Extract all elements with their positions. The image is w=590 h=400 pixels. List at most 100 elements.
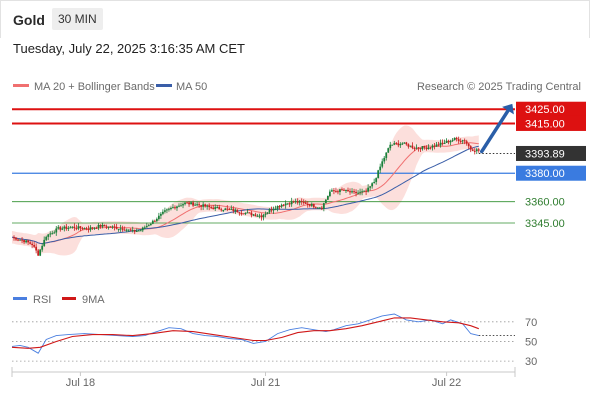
candle-body — [365, 190, 368, 192]
legend-bollinger-label: MA 20 + Bollinger Bands — [34, 81, 155, 93]
candle-body — [25, 240, 27, 243]
candle-body — [49, 233, 52, 235]
candle-body — [57, 227, 60, 229]
candle-body — [347, 189, 349, 192]
candle-body — [149, 223, 152, 226]
candle-body — [67, 227, 70, 229]
candle-body — [83, 228, 86, 230]
candle-body — [266, 212, 269, 214]
candle-body — [278, 206, 281, 208]
candle-body — [166, 209, 168, 211]
candle-body — [39, 249, 42, 256]
credit-label: Research © 2025 Trading Central — [417, 81, 581, 93]
candle-body — [471, 149, 474, 151]
candle-body — [202, 204, 205, 207]
candle-body — [310, 204, 313, 206]
candle-body — [411, 145, 414, 148]
candle-body — [131, 230, 134, 232]
candle-body — [216, 207, 219, 209]
candle-body — [119, 228, 122, 230]
candle-body — [232, 208, 235, 212]
candle-body — [246, 212, 249, 214]
candle-body — [369, 186, 372, 188]
candle-body — [312, 204, 315, 208]
candle-body — [174, 207, 176, 209]
candle-body — [33, 245, 36, 247]
candle-body — [437, 144, 440, 146]
legend-rsi-swatch — [13, 297, 27, 300]
candle-body — [413, 147, 416, 149]
candle-body — [37, 250, 40, 256]
candle-body — [127, 229, 130, 231]
symbol-title: Gold — [13, 12, 45, 28]
candle-body — [423, 146, 426, 148]
legend-rsi-label: RSI — [33, 294, 51, 306]
candle-body — [159, 213, 162, 216]
candle-body — [115, 227, 118, 229]
candle-body — [252, 214, 255, 216]
candle-body — [469, 146, 472, 150]
level-tag-3425.00 — [516, 101, 586, 117]
candle-body — [224, 208, 227, 211]
level-label-3415.00: 3415.00 — [525, 118, 565, 130]
candle-body — [59, 227, 62, 230]
candle-body — [401, 143, 404, 145]
candle-body — [387, 148, 390, 153]
candle-body — [455, 137, 458, 140]
candle-body — [445, 140, 448, 143]
candle-body — [113, 226, 116, 228]
candle-body — [375, 178, 378, 182]
candle-body — [204, 204, 207, 207]
level-tag-3415.00 — [516, 115, 586, 131]
candle-body — [111, 226, 114, 228]
candle-body — [137, 230, 140, 232]
candle-body — [178, 205, 180, 207]
rsi-panel: 70 50 30 — [11, 313, 537, 368]
level-label-3345.00: 3345.00 — [525, 218, 565, 230]
candle-body — [218, 207, 221, 210]
candle-body — [77, 226, 80, 229]
candle-body — [260, 215, 263, 218]
candle-body — [164, 210, 166, 212]
rsi-tick-50: 50 — [525, 336, 537, 348]
candle-body — [51, 233, 54, 235]
candle-body — [415, 147, 418, 149]
candle-body — [367, 187, 370, 192]
rsi-series-9ma — [11, 317, 479, 349]
forecast-arrow-head — [502, 103, 514, 115]
candle-body — [117, 228, 120, 230]
timeframe-badge[interactable]: 30 MIN — [52, 8, 103, 30]
candle-body — [143, 227, 146, 229]
candle-body — [186, 202, 188, 204]
candle-body — [23, 240, 25, 243]
candle-body — [274, 208, 277, 210]
candle-body — [333, 190, 335, 192]
rsi-legend: RSI 9MA — [13, 294, 105, 306]
candle-body — [145, 226, 148, 228]
candle-body — [391, 144, 394, 146]
candle-body — [206, 205, 209, 207]
candle-body — [363, 190, 365, 192]
candle-body — [431, 145, 434, 148]
candle-body — [19, 239, 21, 241]
timestamp: Tuesday, July 22, 2025 3:16:35 AM CET — [13, 41, 245, 56]
candle-body — [21, 239, 23, 241]
candle-body — [87, 229, 90, 231]
candle-body — [286, 203, 289, 205]
ma50-line — [11, 145, 479, 245]
candle-body — [409, 145, 412, 147]
candle-body — [188, 202, 190, 205]
candle-body — [210, 207, 213, 209]
candle-body — [316, 207, 319, 209]
candle-body — [337, 191, 339, 193]
candle-body — [242, 213, 245, 215]
candle-body — [421, 146, 424, 150]
candle-body — [194, 204, 196, 206]
candle-body — [155, 218, 158, 222]
candle-body — [393, 143, 396, 145]
candle-body — [123, 229, 126, 231]
candle-body — [71, 226, 74, 228]
candle-body — [153, 220, 156, 222]
candle-body — [27, 240, 29, 243]
candle-body — [107, 226, 110, 228]
